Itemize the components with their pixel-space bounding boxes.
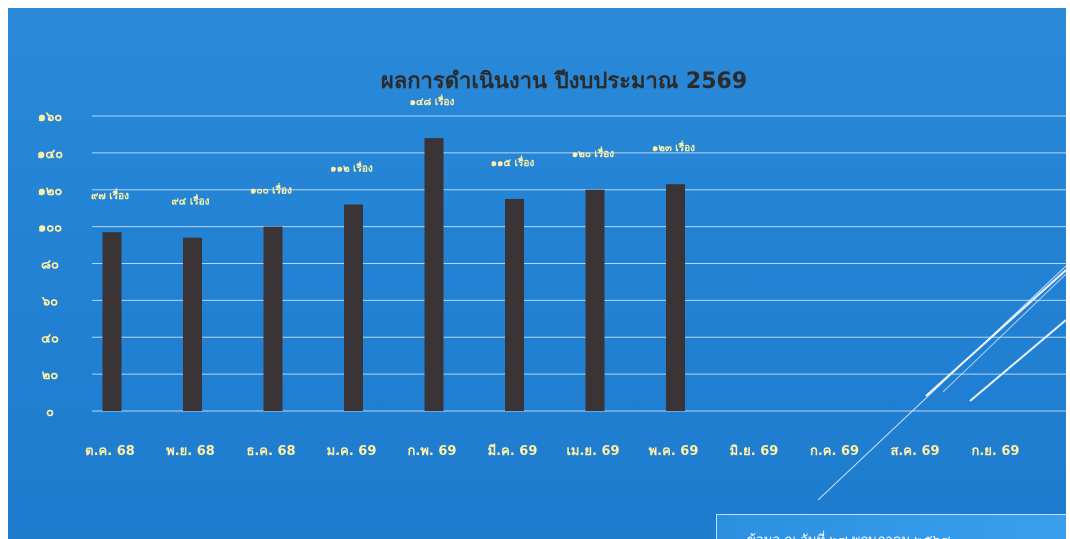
bar — [666, 184, 685, 411]
y-tick-label: ๐ — [46, 405, 54, 420]
y-tick-label: ๘๐ — [41, 258, 59, 273]
x-tick-label: ธ.ค. 68 — [246, 444, 295, 459]
data-label: ๑๔๘ เรื่อง — [410, 94, 455, 108]
data-label: ๙๔ เรื่อง — [171, 194, 209, 208]
x-tick-label: มี.ค. 69 — [488, 443, 538, 459]
data-date-text: ข้อมูล ณ วันที่ ๒๗ พฤษภาคม ๒๕๖๙ — [747, 529, 950, 539]
chart-slide: ๐ ๒๐ ๔๐ ๖๐ ๘๐ ๑๐๐ ๑๒๐ ๑๔๐ ๑๖๐ ๙๗ เรื่อง ๙๔ เรื่อง… — [8, 8, 1066, 539]
y-tick-label: ๒๐ — [42, 368, 59, 383]
x-tick-label: ส.ค. 69 — [890, 444, 939, 459]
x-tick-label: เม.ย. 69 — [566, 444, 619, 459]
y-tick-label: ๖๐ — [41, 294, 58, 309]
bar — [263, 226, 283, 411]
data-label: ๑๑๕ เรื่อง — [491, 155, 535, 169]
x-tick-label: ก.ย. 69 — [972, 444, 1020, 459]
data-date-note: ข้อมูล ณ วันที่ ๒๗ พฤษภาคม ๒๕๖๙ — [716, 514, 1066, 539]
bar-chart: ๐ ๒๐ ๔๐ ๖๐ ๘๐ ๑๐๐ ๑๒๐ ๑๔๐ ๑๖๐ ๙๗ เรื่อง ๙๔ เรื่อง… — [37, 69, 1066, 501]
x-tick-label: ต.ค. 68 — [85, 444, 135, 459]
data-label: ๑๒๐ เรื่อง — [572, 146, 614, 160]
y-tick-label: ๑๐๐ — [38, 221, 62, 236]
bar — [344, 204, 363, 411]
y-axis-tick-labels: ๐ ๒๐ ๔๐ ๖๐ ๘๐ ๑๐๐ ๑๒๐ ๑๔๐ ๑๖๐ — [37, 110, 63, 420]
bars — [102, 138, 685, 411]
x-axis-tick-labels: ต.ค. 68 พ.ย. 68 ธ.ค. 68 ม.ค. 69 ก.พ. 69 มี.ค.… — [85, 443, 1019, 459]
x-tick-label: พ.ค. 69 — [649, 444, 699, 459]
grid-lines — [92, 115, 1066, 412]
x-tick-label: มิ.ย. 69 — [730, 444, 779, 459]
x-tick-label: ก.ค. 69 — [810, 444, 859, 459]
y-tick-label: ๑๖๐ — [38, 110, 63, 125]
data-labels: ๙๗ เรื่อง ๙๔ เรื่อง ๑๐๐ เรื่อง ๑๑๒ เรื่อง ๑๔… — [91, 94, 695, 208]
bar — [585, 189, 605, 411]
data-label: ๑๑๒ เรื่อง — [330, 161, 373, 175]
x-tick-label: ก.พ. 69 — [408, 444, 457, 459]
decorative-lines — [817, 265, 1066, 501]
data-label: ๑๒๓ เรื่อง — [652, 140, 695, 154]
bar — [424, 138, 444, 411]
x-tick-label: พ.ย. 68 — [166, 444, 215, 459]
y-tick-label: ๑๔๐ — [37, 147, 63, 162]
y-tick-label: ๑๒๐ — [38, 184, 63, 199]
data-label: ๙๗ เรื่อง — [91, 188, 129, 202]
data-label: ๑๐๐ เรื่อง — [250, 183, 292, 197]
y-tick-label: ๔๐ — [41, 331, 59, 346]
x-tick-label: ม.ค. 69 — [327, 444, 377, 459]
bar — [183, 237, 202, 411]
bar — [102, 232, 122, 411]
chart-title: ผลการดำเนินงาน ปีงบประมาณ 2569 — [381, 69, 747, 94]
bar — [505, 198, 524, 411]
